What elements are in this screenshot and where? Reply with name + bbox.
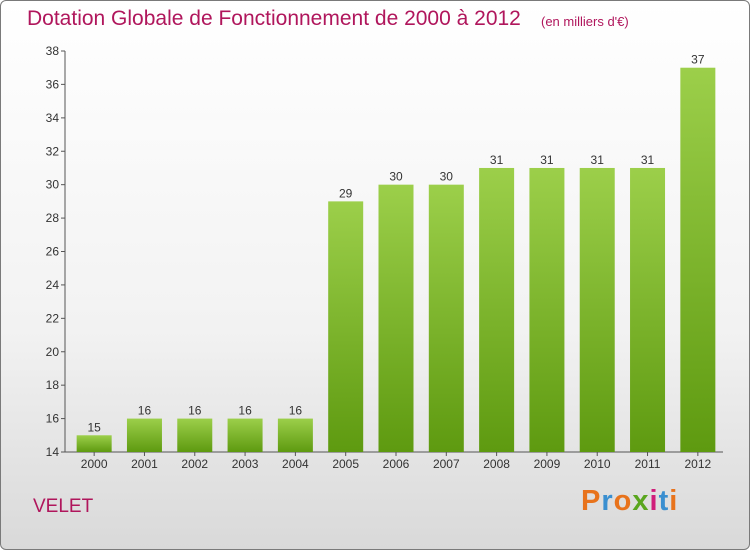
y-tick-label: 34	[46, 111, 60, 125]
bar	[630, 167, 666, 453]
y-tick-label: 38	[46, 44, 60, 58]
data-label: 16	[289, 404, 303, 418]
bar	[579, 167, 615, 453]
x-tick-label: 2000	[81, 457, 108, 471]
data-label: 31	[540, 153, 554, 167]
y-tick-label: 14	[46, 445, 60, 459]
bar	[277, 418, 313, 452]
logo-letter: x	[632, 485, 650, 517]
x-tick-label: 2006	[383, 457, 410, 471]
logo-letter: r	[601, 485, 614, 517]
data-label: 31	[490, 153, 504, 167]
data-label: 30	[440, 170, 454, 184]
x-tick-label: 2003	[232, 457, 259, 471]
x-tick-label: 2004	[282, 457, 309, 471]
bar	[680, 67, 716, 452]
y-tick-label: 18	[46, 378, 60, 392]
bar	[328, 201, 364, 452]
x-tick-label: 2010	[584, 457, 611, 471]
logo-letter: i	[649, 485, 659, 517]
data-label: 15	[87, 420, 101, 434]
logo-letter: t	[658, 485, 670, 517]
x-tick-label: 2011	[635, 457, 661, 471]
y-tick-label: 26	[46, 245, 60, 259]
bar	[378, 184, 414, 452]
chart-subtitle: (en milliers d'€)	[541, 14, 629, 29]
x-tick-label: 2005	[332, 457, 359, 471]
bar	[227, 418, 263, 452]
data-label: 16	[188, 404, 202, 418]
y-tick-label: 24	[46, 278, 60, 292]
x-tick-label: 2001	[131, 457, 158, 471]
data-label: 31	[641, 153, 655, 167]
bar	[529, 167, 565, 453]
x-tick-label: 2012	[684, 457, 711, 471]
data-label: 16	[138, 404, 152, 418]
data-label: 31	[591, 153, 605, 167]
x-tick-label: 2007	[433, 457, 460, 471]
x-tick-label: 2009	[534, 457, 561, 471]
y-tick-label: 22	[46, 311, 60, 325]
y-tick-label: 36	[46, 77, 60, 91]
bar	[76, 435, 112, 452]
logo-letter: i	[669, 485, 679, 517]
x-tick-label: 2008	[483, 457, 510, 471]
data-label: 37	[691, 53, 705, 67]
y-tick-label: 16	[46, 412, 60, 426]
logo-letter: o	[613, 485, 633, 517]
proxiti-logo[interactable]: Proxiti	[581, 485, 678, 518]
y-tick-label: 20	[46, 345, 60, 359]
data-label: 30	[389, 170, 403, 184]
bar	[177, 418, 213, 452]
bar	[479, 167, 515, 453]
bar	[126, 418, 162, 452]
data-label: 16	[238, 404, 252, 418]
data-label: 29	[339, 186, 353, 200]
y-tick-label: 32	[46, 144, 60, 158]
logo-letter: P	[581, 485, 602, 517]
bar	[428, 184, 464, 452]
y-tick-label: 30	[46, 178, 60, 192]
chart-title: Dotation Globale de Fonctionnement de 20…	[27, 7, 521, 30]
x-tick-label: 2002	[181, 457, 208, 471]
y-tick-label: 28	[46, 211, 60, 225]
commune-name: VELET	[33, 496, 94, 517]
